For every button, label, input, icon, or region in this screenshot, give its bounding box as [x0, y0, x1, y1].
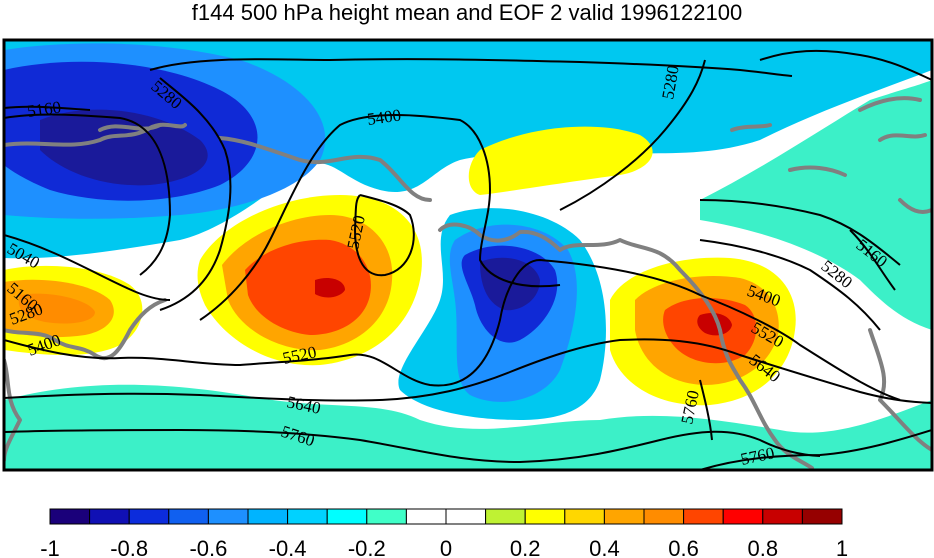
colorbar: -1 -0.8 -0.6 -0.4 -0.2 0 0.2 0.4 0.6 0.8 1	[40, 508, 848, 558]
colorbar-swatch	[643, 508, 685, 525]
coastline-north	[4, 122, 432, 202]
colorbar-swatch	[168, 508, 209, 525]
colorbar-swatch	[564, 508, 605, 525]
colorbar-swatch	[524, 508, 566, 525]
colorbar-swatch	[366, 508, 407, 525]
darkred-core-east	[697, 313, 732, 336]
colorbar-swatch	[207, 508, 249, 525]
plot-frame	[2, 38, 934, 472]
colorbar-swatch	[128, 508, 170, 525]
colorbar-swatch	[49, 508, 91, 525]
colorbar-swatch	[89, 508, 130, 525]
navy-core-central	[480, 257, 540, 311]
contour-5640	[4, 338, 932, 404]
red-region-west	[18, 293, 95, 324]
colorbar-swatch	[722, 508, 764, 525]
contour-5520-loop	[353, 194, 415, 277]
contour-5280-east	[559, 59, 881, 331]
colorbar-tick-label: -0.8	[110, 536, 148, 558]
colorbar-swatch	[287, 508, 328, 525]
contour-5280-north	[149, 58, 793, 311]
coastline-east	[730, 96, 932, 452]
contour-5400	[4, 114, 896, 321]
contour-label: 5400	[366, 105, 402, 129]
colorbar-tick-label: 0.2	[510, 536, 541, 558]
teal-region-south	[4, 384, 932, 470]
map-title: f144 500 hPa height mean and EOF 2 valid…	[191, 0, 743, 25]
contour-5760-east	[699, 429, 932, 470]
colorbar-swatch	[683, 508, 724, 525]
colorbar-tick-label: -0.2	[348, 536, 386, 558]
contour-5160-west	[4, 105, 172, 276]
teal-region-east	[700, 80, 932, 330]
colorbar-tick-label: 0.4	[589, 536, 620, 558]
shaded-field: 5160 5280 5400 5280 5520 5040 5160 5280 …	[4, 40, 932, 470]
colorbar-tick-label: 0.6	[668, 536, 699, 558]
colorbar-swatch	[445, 508, 487, 525]
colorbar-tick-label: -0.4	[269, 536, 307, 558]
coastlines	[4, 96, 932, 470]
coastline-central	[438, 222, 814, 470]
contour-5160-east	[699, 49, 932, 266]
colorbar-tick-label: 0	[440, 536, 452, 558]
colorbar-swatch	[405, 508, 447, 525]
contour-5760	[4, 428, 821, 464]
colorbar-swatch	[485, 508, 526, 525]
height-contours	[4, 49, 932, 470]
coastline-west	[4, 298, 167, 462]
contour-label: 5160	[26, 97, 62, 121]
colorbar-tick-label: -0.6	[189, 536, 227, 558]
colorbar-swatch	[326, 508, 368, 525]
darkred-core-central	[315, 278, 345, 298]
colorbar-swatch	[603, 508, 645, 525]
colorbar-swatch	[801, 508, 843, 525]
colorbar-tick-label: 0.8	[748, 536, 779, 558]
colorbar-swatch	[247, 508, 289, 525]
red-region-central	[245, 239, 371, 335]
colorbar-tick-label: -1	[40, 536, 60, 558]
yellow-region-north-central	[468, 126, 653, 195]
contour-5760-southeast	[699, 379, 713, 441]
contour-5520	[4, 258, 901, 401]
colorbar-swatch	[762, 508, 803, 525]
colorbar-tick-label: 1	[836, 536, 848, 558]
